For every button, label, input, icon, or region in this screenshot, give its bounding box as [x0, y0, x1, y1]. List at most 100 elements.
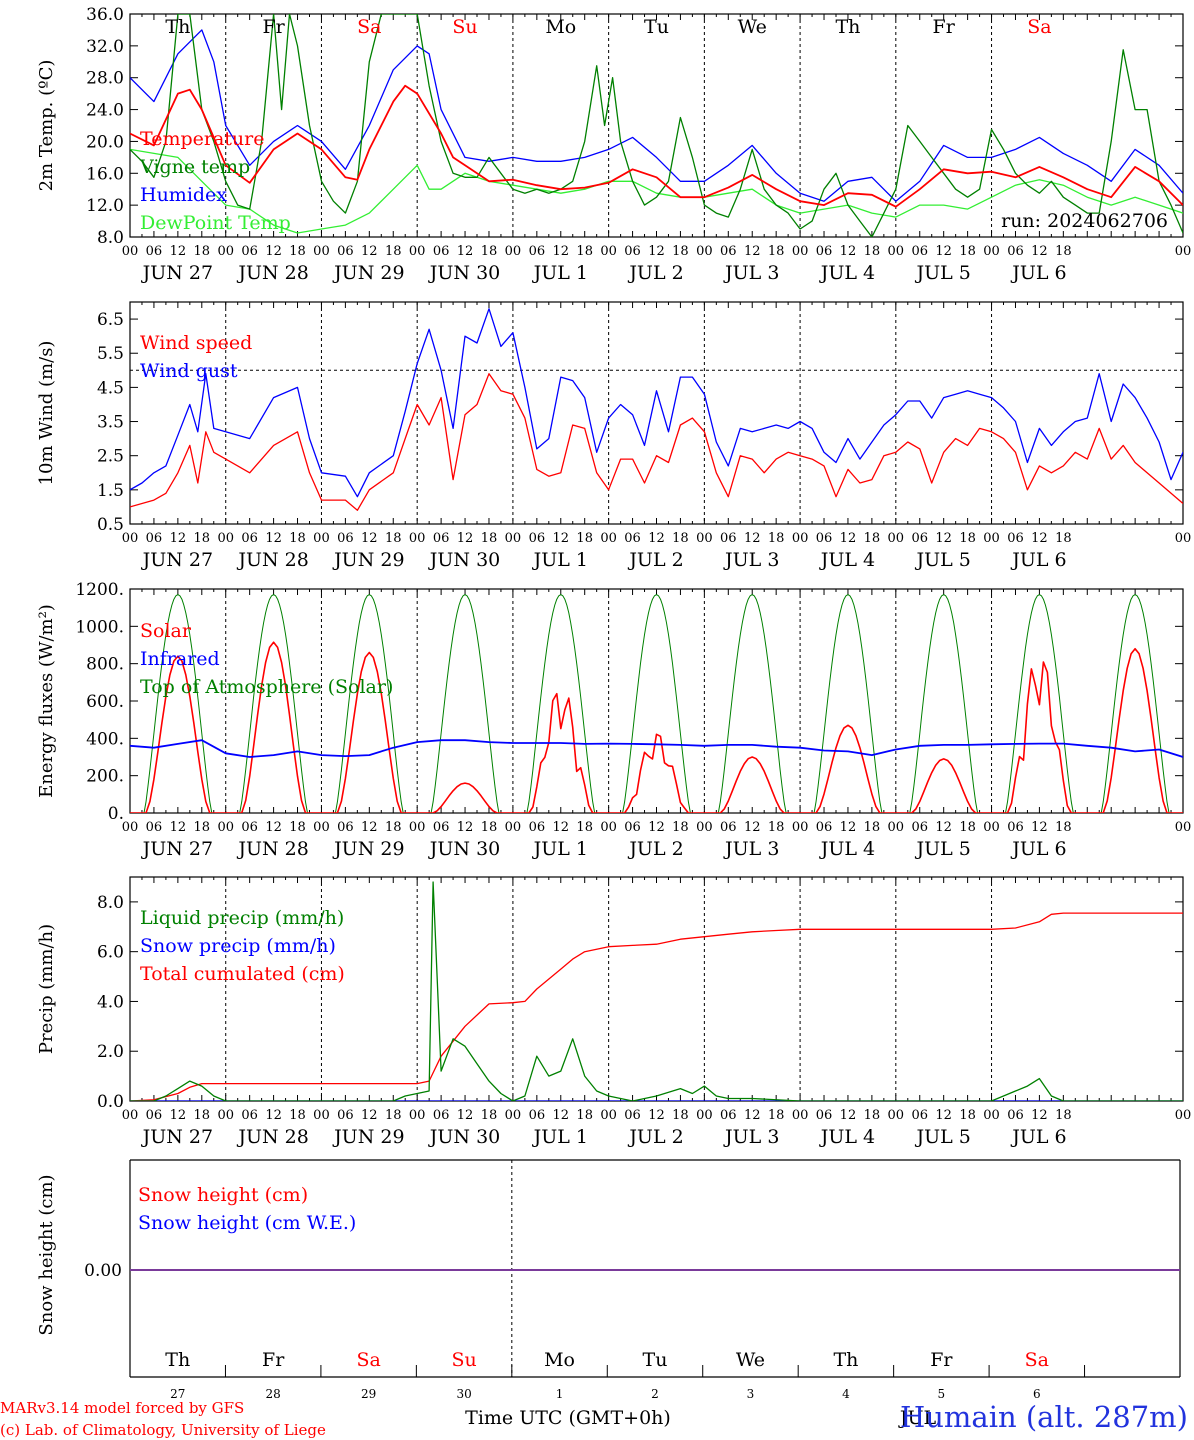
hour-tick-label: 18: [959, 244, 976, 259]
hour-tick-label: 18: [385, 820, 402, 835]
hour-tick-label: 06: [337, 531, 354, 546]
date-tick-label: JUN 29: [332, 1126, 404, 1148]
hour-tick-label: 00: [409, 531, 426, 546]
hour-tick-label: 00: [122, 820, 139, 835]
day-number-label: 2: [651, 1387, 659, 1401]
day-name-label: Th: [833, 1349, 858, 1371]
hour-tick-label: 18: [194, 244, 211, 259]
hour-tick-label: 18: [194, 531, 211, 546]
hour-tick-label: 12: [265, 1108, 282, 1123]
panel-2: 0.5 1.5 2.5 3.5 4.5 5.5 6.5 10m Wind (m/s) Wind …: [36, 301, 1192, 571]
day-name-label: Su: [451, 1349, 476, 1371]
hour-tick-label: 06: [529, 531, 546, 546]
day-name-label: Sa: [1025, 1349, 1049, 1371]
day-name-label: Th: [165, 16, 190, 38]
hour-tick-label: 06: [720, 531, 737, 546]
hour-tick-label: 00: [696, 1108, 713, 1123]
legend-snow-precip-mm-h-: Snow precip (mm/h): [140, 935, 336, 957]
y-axis-label: 2m Temp. (ºC): [36, 60, 57, 192]
y-axis-label: Snow height (cm): [36, 1174, 57, 1335]
hour-tick-label: 18: [385, 1108, 402, 1123]
temperature-series: [130, 84, 1183, 208]
panel-4: 0.0 2.0 4.0 6.0 8.0 Precip (mm/h) Liquid preci…: [36, 876, 1191, 1148]
y-tick-label: 32.0: [86, 37, 124, 57]
date-tick-label: JUL 6: [1010, 549, 1066, 571]
hour-tick-label: 12: [648, 531, 665, 546]
day-number-label: 28: [266, 1387, 281, 1401]
hour-tick-label: 12: [1031, 1108, 1048, 1123]
day-name-label: Fr: [933, 16, 956, 38]
day-name-label: Th: [165, 1349, 190, 1371]
hour-tick-label: 00: [217, 1108, 234, 1123]
hour-tick-label: 06: [1007, 1108, 1024, 1123]
hour-tick-label: 00: [122, 531, 139, 546]
date-tick-label: JUL 5: [914, 262, 970, 284]
hour-tick-label: 06: [816, 244, 833, 259]
hour-tick-label: 12: [170, 244, 187, 259]
legend-humidex: Humidex: [140, 184, 227, 206]
y-tick-label: 2.5: [97, 447, 124, 467]
hour-tick-label: 18: [1055, 820, 1072, 835]
date-tick-label: JUN 29: [332, 549, 404, 571]
hour-tick-label: 12: [361, 820, 378, 835]
hour-tick-label: 12: [1031, 531, 1048, 546]
hour-tick-label: 18: [576, 1108, 593, 1123]
hour-tick-label: 00: [983, 531, 1000, 546]
hour-tick-label: 00: [1175, 531, 1192, 546]
y-tick-label: 600.: [86, 692, 124, 712]
hour-tick-label: 06: [529, 1108, 546, 1123]
day-name-label: Th: [835, 16, 860, 38]
date-tick-label: JUL 5: [914, 1126, 970, 1148]
hour-tick-label: 18: [194, 820, 211, 835]
date-tick-label: JUN 28: [236, 262, 308, 284]
hour-tick-label: 12: [457, 244, 474, 259]
dewpoint-temp-series: [130, 148, 1183, 234]
y-tick-label: 400.: [86, 729, 124, 749]
hour-tick-label: 00: [792, 244, 809, 259]
y-tick-label: 2.0: [97, 1042, 124, 1062]
day-name-label: We: [738, 16, 767, 38]
legend-snow-1: Snow height (cm W.E.): [138, 1212, 356, 1234]
y-tick-label: 5.5: [97, 344, 124, 364]
date-tick-label: JUL 3: [723, 262, 779, 284]
hour-tick-label: 00: [1175, 244, 1192, 259]
hour-tick-label: 12: [552, 1108, 569, 1123]
legend-vigne-temp: Vigne temp: [139, 156, 250, 178]
hour-tick-label: 18: [576, 531, 593, 546]
legend-wind-speed: Wind speed: [140, 332, 252, 354]
series-layer: [130, 14, 1183, 237]
hour-tick-label: 06: [624, 244, 641, 259]
date-tick-label: JUL 4: [819, 262, 875, 284]
hour-tick-label: 00: [600, 1108, 617, 1123]
hour-tick-label: 00: [122, 244, 139, 259]
hour-tick-label: 06: [433, 531, 450, 546]
hour-tick-label: 06: [337, 244, 354, 259]
y-tick-label: 4.0: [97, 992, 124, 1012]
series-layer: [130, 881, 1183, 1101]
hour-tick-label: 00: [313, 1108, 330, 1123]
panel-1: 8.0 12.0 16.0 20.0 24.0 28.0 32.0 36.0 2m Temp. …: [36, 5, 1191, 284]
hour-tick-label: 18: [672, 820, 689, 835]
date-tick-label: JUL 2: [627, 1126, 683, 1148]
hour-tick-label: 00: [983, 1108, 1000, 1123]
hour-tick-label: 12: [648, 820, 665, 835]
toa-solar-series: [130, 594, 1183, 813]
hour-tick-label: 18: [385, 244, 402, 259]
y-tick-label: 200.: [86, 767, 124, 787]
day-number-label: 1: [556, 1387, 564, 1401]
hour-tick-label: 18: [768, 531, 785, 546]
date-tick-label: JUN 30: [428, 838, 500, 860]
hour-tick-label: 12: [744, 244, 761, 259]
day-name-label: Fr: [262, 16, 285, 38]
hour-tick-label: 00: [792, 531, 809, 546]
y-axis-label: Precip (mm/h): [36, 924, 57, 1054]
hour-tick-label: 00: [217, 531, 234, 546]
date-tick-label: JUN 28: [236, 549, 308, 571]
hour-tick-label: 06: [911, 531, 928, 546]
total-cumulated-cm--series: [130, 912, 1183, 1101]
date-tick-label: JUL 6: [1010, 1126, 1066, 1148]
day-name-label: Su: [452, 16, 477, 38]
hour-tick-label: 00: [696, 820, 713, 835]
hour-tick-label: 06: [241, 531, 258, 546]
hour-tick-label: 06: [433, 1108, 450, 1123]
